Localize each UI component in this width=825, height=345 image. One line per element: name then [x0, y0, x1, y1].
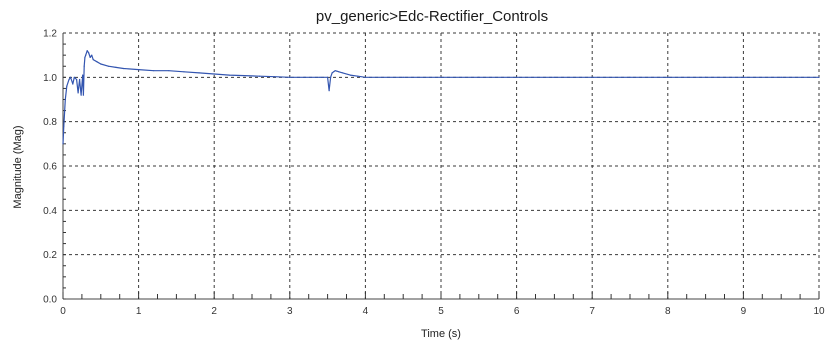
data-point: [213, 73, 215, 75]
data-point: [86, 50, 88, 52]
data-point: [364, 76, 366, 78]
x-tick-label: 3: [287, 306, 293, 317]
x-tick-label: 9: [741, 306, 747, 317]
data-point: [349, 74, 351, 76]
data-point: [82, 94, 85, 96]
y-tick-label: 0.2: [43, 250, 57, 261]
data-point: [76, 78, 78, 81]
data-point: [667, 76, 669, 78]
data-point: [330, 76, 332, 78]
x-tick-label: 6: [514, 306, 520, 317]
data-point: [107, 65, 109, 67]
data-point: [82, 74, 84, 76]
data-point: [334, 70, 336, 72]
data-point: [83, 65, 85, 67]
data-point: [62, 143, 64, 145]
data-point: [92, 59, 94, 61]
data-point: [100, 63, 102, 65]
data-point: [319, 76, 321, 78]
data-point: [96, 61, 98, 63]
data-point: [333, 71, 335, 73]
data-point: [79, 78, 81, 81]
tick-labels: 0 1 2 3 4 5 6 7 8 9 10 0.0 0.2 0.4 0.6 0.8 1.0 1.2: [43, 29, 825, 318]
y-axis-label: Magnitude (Mag): [12, 125, 24, 208]
data-point: [705, 76, 707, 78]
data-point: [328, 90, 330, 92]
data-point: [63, 125, 65, 127]
data-point: [122, 67, 125, 70]
data-point: [440, 76, 442, 78]
data-point: [69, 76, 72, 78]
data-point: [85, 54, 87, 56]
data-point: [327, 76, 329, 78]
data-point: [64, 98, 66, 101]
data-point: [818, 76, 820, 78]
data-point: [66, 85, 68, 87]
data-point: [77, 92, 79, 94]
series-line: [62, 50, 819, 144]
data-point: [84, 56, 86, 58]
x-tick-label: 10: [813, 306, 825, 317]
data-point: [258, 75, 261, 77]
data-point: [153, 70, 155, 72]
data-point: [80, 94, 82, 96]
series-layer: [62, 50, 820, 145]
x-tick-label: 2: [211, 306, 217, 317]
data-point: [72, 83, 74, 85]
data-point: [289, 76, 291, 78]
x-axis-label: Time (s): [421, 328, 461, 340]
data-point: [138, 68, 140, 71]
y-tick-label: 0.0: [43, 295, 57, 306]
y-tick-label: 0.8: [43, 117, 57, 128]
data-point: [742, 76, 745, 78]
data-point: [228, 74, 230, 76]
data-point: [553, 76, 556, 78]
data-point: [402, 76, 404, 78]
data-point: [274, 76, 276, 78]
data-point: [91, 54, 93, 56]
data-point: [357, 75, 359, 77]
x-tick-label: 5: [438, 306, 444, 317]
data-point: [115, 66, 117, 68]
data-point: [183, 71, 185, 73]
y-tick-label: 0.4: [43, 206, 57, 217]
data-point: [591, 76, 593, 78]
data-point: [73, 76, 75, 78]
x-tick-label: 8: [665, 306, 671, 317]
x-tick-label: 7: [589, 306, 595, 317]
data-point: [243, 74, 246, 77]
x-tick-label: 1: [136, 306, 142, 317]
data-point: [780, 76, 782, 78]
data-point: [342, 72, 344, 74]
data-point: [88, 52, 90, 54]
y-tick-label: 1.2: [43, 29, 57, 40]
data-point: [478, 76, 480, 78]
data-point: [168, 70, 170, 72]
data-point: [89, 56, 91, 58]
data-point: [68, 78, 70, 81]
data-point: [304, 76, 306, 78]
data-point: [516, 76, 518, 78]
x-tick-label: 4: [363, 306, 369, 317]
chart-title: pv_generic>Edc-Rectifier_Controls: [316, 8, 548, 25]
data-point: [629, 76, 631, 78]
data-point: [198, 72, 200, 74]
y-tick-label: 1.0: [43, 73, 57, 84]
data-point: [338, 71, 340, 73]
data-point: [331, 72, 333, 74]
x-tick-label: 0: [60, 306, 66, 317]
y-tick-label: 0.6: [43, 162, 57, 173]
data-point: [336, 70, 338, 72]
